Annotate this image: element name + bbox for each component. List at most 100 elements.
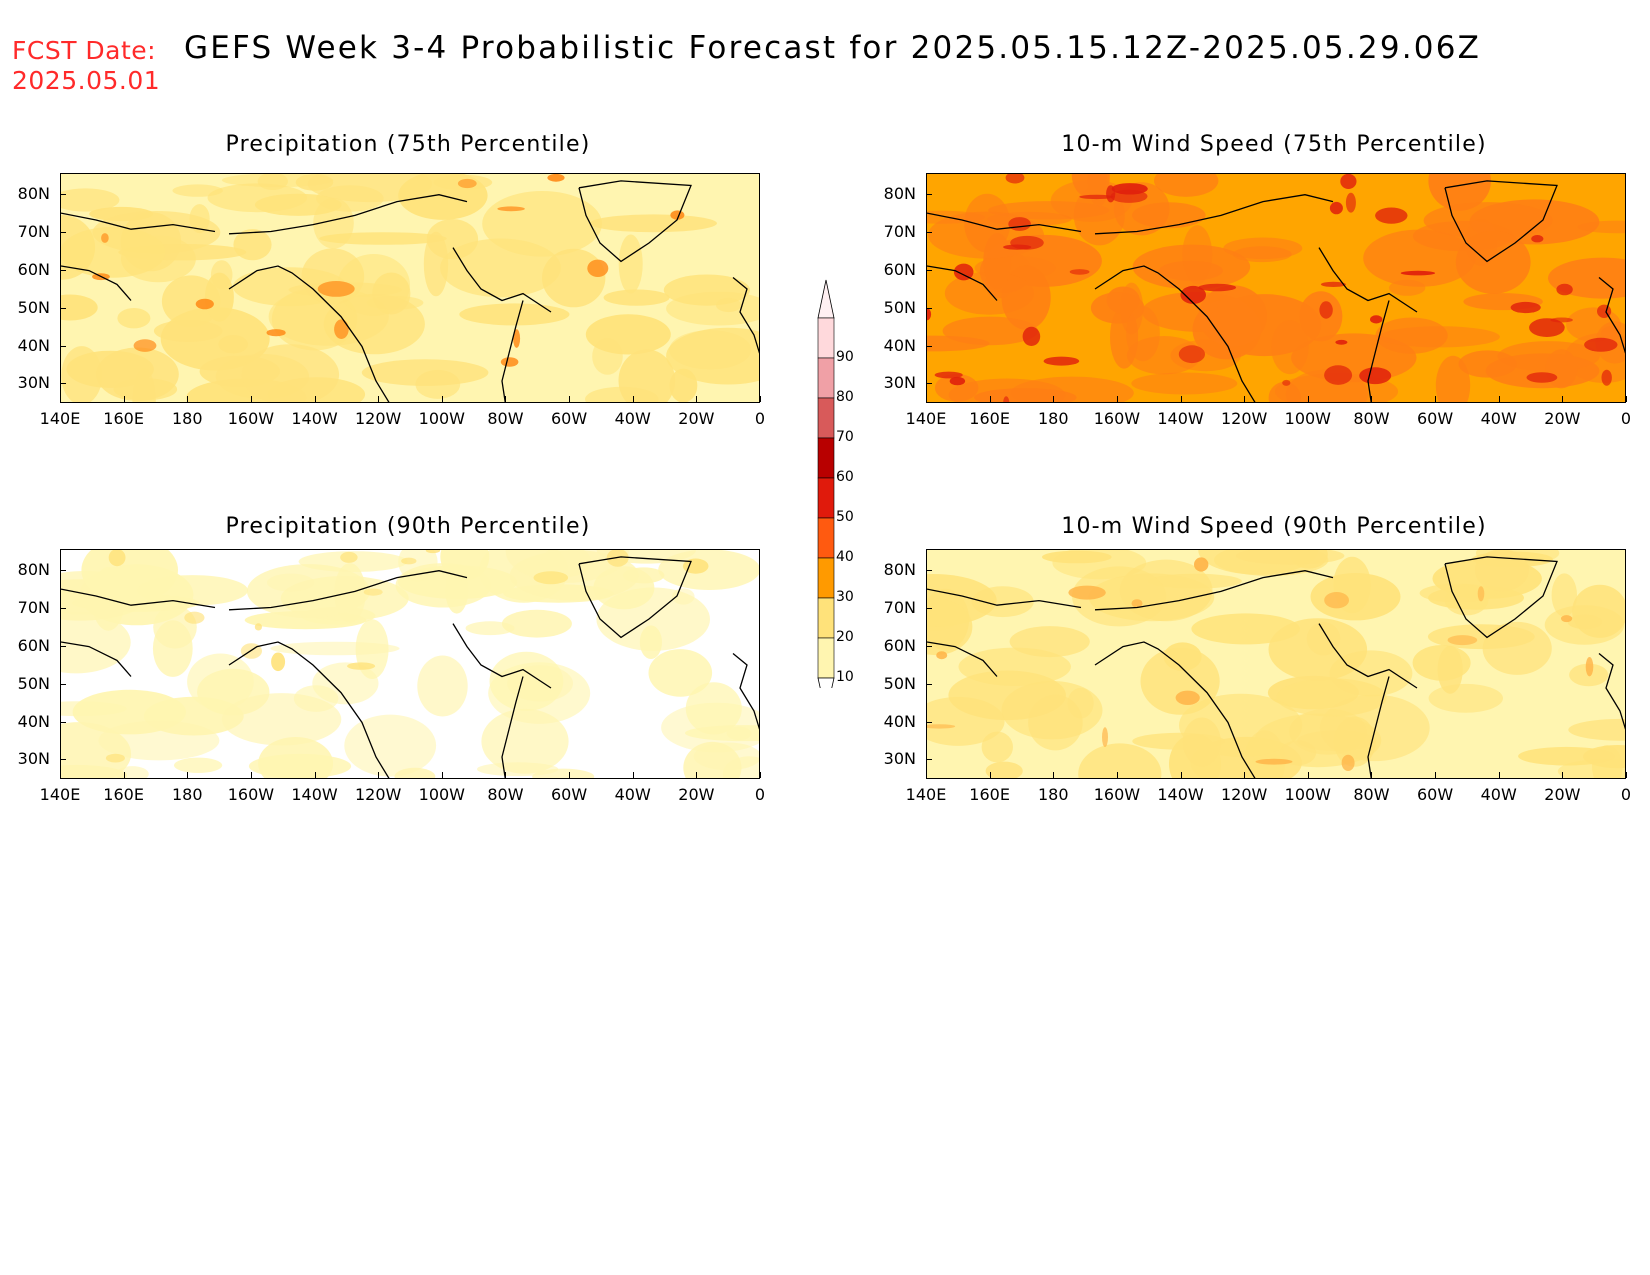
probability-patch (589, 214, 718, 233)
longitude-tick (60, 396, 61, 402)
longitude-label: 160W (1093, 785, 1141, 804)
probability-hotspot (1561, 615, 1573, 623)
probability-hotspot (936, 651, 948, 660)
probability-hotspot (1526, 372, 1558, 383)
longitude-label: 180 (171, 785, 203, 804)
coastline (1094, 265, 1256, 402)
coastline (61, 265, 132, 301)
colorbar-bottom-arrow (817, 677, 835, 715)
coastline (61, 212, 216, 233)
probability-hotspot (1601, 369, 1612, 386)
probability-patch (137, 575, 248, 606)
probability-patch (187, 653, 254, 711)
longitude-label: 180 (1037, 409, 1069, 428)
probability-hotspot (1320, 281, 1346, 287)
latitude-tick (926, 645, 932, 647)
map-wind-90 (926, 549, 1626, 779)
probability-hotspot (457, 178, 477, 189)
longitude-tick (632, 396, 634, 402)
probability-hotspot (1175, 690, 1200, 705)
longitude-label: 140W (1157, 409, 1204, 428)
longitude-tick (569, 772, 571, 778)
latitude-tick (60, 383, 66, 385)
longitude-tick (1116, 396, 1118, 402)
probability-patch (1163, 642, 1202, 671)
longitude-label: 120W (1220, 785, 1268, 804)
probability-patch (221, 693, 342, 746)
colorbar (812, 278, 892, 715)
probability-hotspot (254, 623, 262, 631)
colorbar-level-label: 30 (836, 589, 854, 605)
probability-patch (1419, 583, 1497, 603)
probability-patch (1310, 573, 1401, 621)
latitude-label: 80N (17, 183, 50, 203)
probability-patch (663, 274, 751, 306)
longitude-label: 0 (754, 409, 766, 428)
coastline (732, 652, 759, 730)
longitude-label: 40W (614, 409, 651, 428)
probability-patch (541, 550, 592, 578)
probability-hotspot (500, 357, 519, 367)
probability-hotspot (949, 376, 966, 386)
probability-patch (618, 234, 643, 294)
probability-hotspot (1003, 396, 1010, 402)
map-field (61, 550, 759, 778)
probability-hotspot (1068, 585, 1106, 600)
colorbar-level-label: 60 (836, 469, 854, 485)
longitude-tick (632, 772, 634, 778)
probability-hotspot (334, 319, 349, 339)
probability-patch (501, 609, 572, 638)
probability-hotspot (1531, 235, 1544, 243)
probability-patch (1306, 622, 1341, 656)
longitude-label: 140E (905, 409, 947, 428)
probability-hotspot (1008, 217, 1031, 231)
map-precip-90 (60, 549, 760, 779)
colorbar-segment (817, 597, 835, 639)
probability-hotspot (1102, 727, 1108, 747)
probability-patch (189, 204, 210, 234)
probability-patch (1458, 350, 1517, 378)
colorbar-level-label: 90 (836, 349, 854, 365)
probability-patch (319, 232, 447, 245)
coastline (501, 676, 524, 778)
panel-title-precip-75: Precipitation (75th Percentile) (225, 132, 591, 157)
probability-hotspot (317, 281, 355, 297)
colorbar-level-label: 80 (836, 389, 854, 405)
map-field (927, 174, 1625, 402)
longitude-tick (1053, 772, 1055, 778)
coastline (1094, 641, 1256, 778)
colorbar-level-label: 50 (836, 509, 854, 525)
probability-hotspot (1375, 207, 1408, 224)
latitude-tick (60, 607, 66, 609)
longitude-label: 160E (969, 785, 1010, 804)
latitude-label: 30N (883, 749, 916, 769)
probability-hotspot (513, 329, 521, 348)
probability-patch (1182, 225, 1213, 285)
longitude-tick (1244, 396, 1246, 402)
longitude-tick (1562, 396, 1564, 402)
latitude-tick (926, 345, 932, 347)
coastline (1318, 247, 1418, 313)
longitude-label: 80W (487, 785, 524, 804)
panel-title-precip-90: Precipitation (90th Percentile) (225, 514, 591, 539)
longitude-tick (378, 396, 380, 402)
probability-patch (948, 378, 1066, 402)
probability-hotspot (195, 298, 214, 310)
probability-hotspot (1400, 270, 1436, 276)
probability-patch (942, 316, 1038, 346)
longitude-label: 20W (678, 785, 715, 804)
longitude-label: 0 (754, 785, 766, 804)
longitude-label: 80W (1353, 409, 1390, 428)
probability-patch (927, 696, 1005, 746)
probability-hotspot (547, 174, 565, 182)
longitude-tick (760, 772, 761, 778)
latitude-tick (60, 759, 66, 761)
longitude-tick (250, 772, 252, 778)
latitude-label: 60N (17, 635, 50, 655)
probability-patch (685, 682, 742, 735)
longitude-label: 80W (1353, 785, 1390, 804)
colorbar-top-arrow (817, 279, 835, 319)
longitude-tick (1244, 772, 1246, 778)
longitude-tick (123, 396, 125, 402)
probability-hotspot (133, 339, 157, 352)
